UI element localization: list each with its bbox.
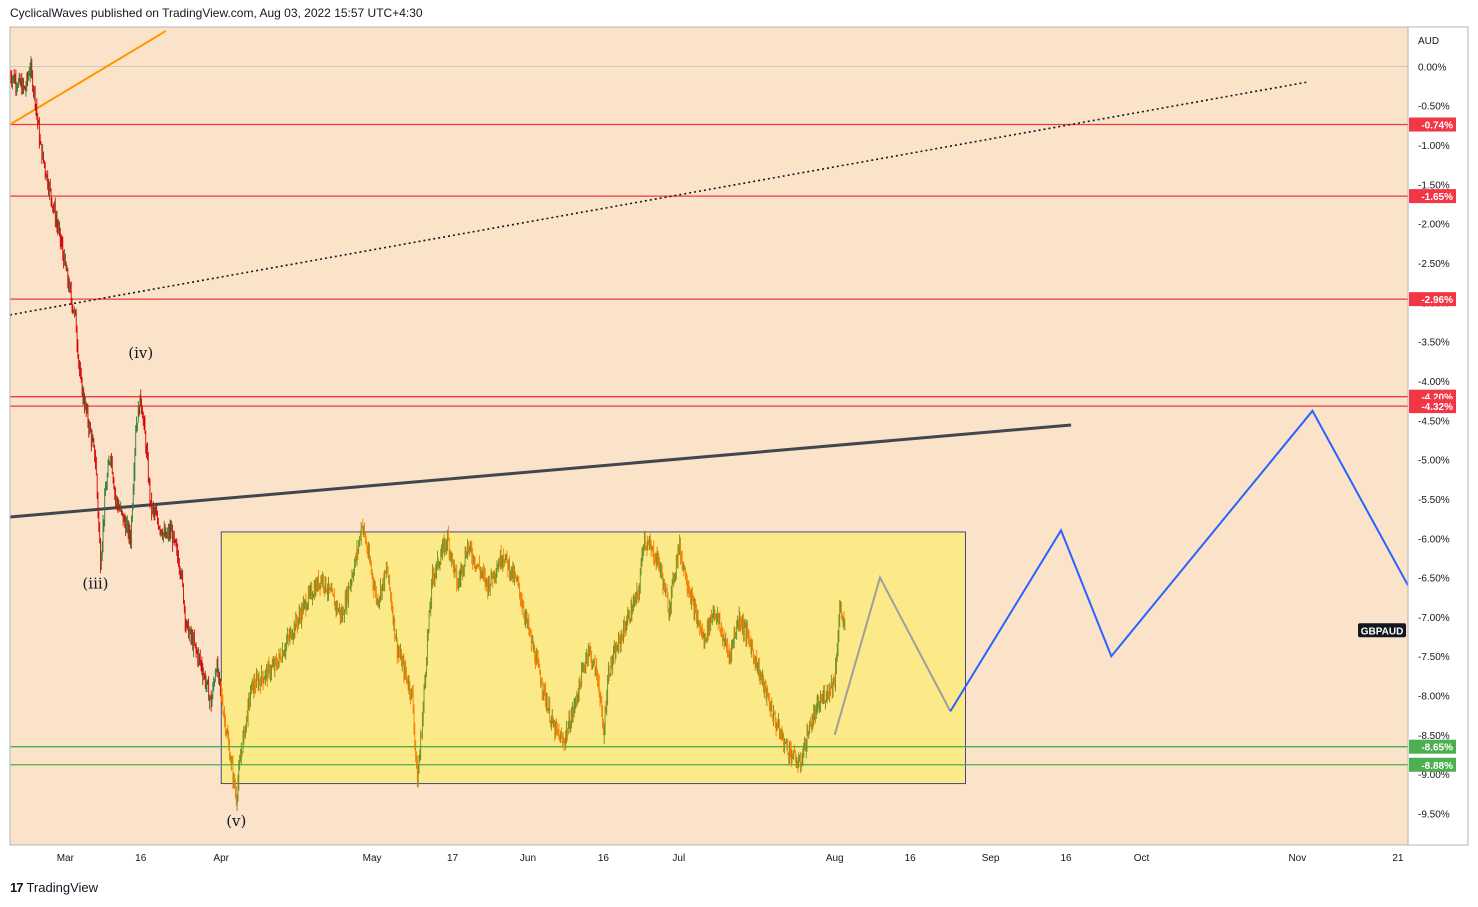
x-tick-label: 16 — [1060, 853, 1072, 864]
currency-label: AUD — [1418, 36, 1439, 47]
footer-brand: 17 TradingView — [10, 880, 98, 895]
y-tick-label: -7.00% — [1418, 613, 1450, 624]
level-badge-6 — [1409, 757, 1456, 772]
range-box — [220, 531, 966, 785]
level-badge-label-5: -8.65% — [1421, 743, 1453, 754]
x-tick-label: 17 — [447, 853, 459, 864]
wave-label-0: (iv) — [128, 344, 153, 362]
y-tick-label: -5.50% — [1418, 495, 1450, 506]
tradingview-logo-icon: 17 — [10, 880, 24, 895]
wave-label-1: (iii) — [82, 575, 108, 593]
level-badge-2 — [1409, 292, 1456, 307]
y-tick-label: -3.50% — [1418, 338, 1450, 349]
x-tick-label: 21 — [1392, 853, 1404, 864]
x-tick-label: Mar — [57, 853, 75, 864]
x-tick-label: Nov — [1288, 853, 1306, 864]
level-badge-0 — [1409, 117, 1456, 132]
y-tick-label: -0.50% — [1418, 102, 1450, 113]
level-badge-label-6: -8.88% — [1421, 761, 1453, 772]
axes-layer: AUD 0.00% -0.50% -1.00% -1.50% -2.00% -2.50% -3… — [9, 26, 1469, 864]
publish-header: CyclicalWaves published on TradingView.c… — [10, 6, 423, 20]
x-tick-label: Apr — [213, 853, 229, 864]
x-tick-label: Jul — [672, 853, 685, 864]
level-badge-label-3: -4.20% — [1421, 393, 1453, 404]
x-tick-label: 16 — [905, 853, 917, 864]
candles-layer — [9, 56, 846, 812]
chart-frame — [9, 26, 1469, 846]
y-tick-label: -5.00% — [1418, 456, 1450, 467]
x-tick-label: May — [363, 853, 382, 864]
level-badge-4 — [1409, 399, 1456, 414]
level-badge-label-1: -1.65% — [1421, 192, 1453, 203]
y-tick-label: -2.00% — [1418, 220, 1450, 231]
y-tick-label: -6.00% — [1418, 534, 1450, 545]
symbol-tag — [1358, 623, 1406, 638]
level-badge-5 — [1409, 739, 1456, 754]
x-tick-label: Sep — [982, 853, 1000, 864]
y-tick-label: -1.50% — [1418, 180, 1450, 191]
level-badge-1 — [1409, 189, 1456, 204]
y-tick-label: -8.00% — [1418, 692, 1450, 703]
horizontal-levels-layer — [10, 123, 1408, 766]
y-tick-label: -9.50% — [1418, 810, 1450, 821]
x-tick-label: Aug — [826, 853, 844, 864]
y-tick-label: -1.00% — [1418, 141, 1450, 152]
symbol-tag-label: GBPAUD — [1361, 626, 1404, 637]
trendline-dark — [9, 423, 1072, 519]
x-tick-label: Oct — [1134, 853, 1150, 864]
x-tick-label: 16 — [135, 853, 147, 864]
y-tick-label: -4.50% — [1418, 416, 1450, 427]
range-box-layer — [220, 531, 966, 785]
level-badge-label-2: -2.96% — [1421, 295, 1453, 306]
projection-blue-path — [949, 409, 1409, 712]
wave-label-2: (v) — [226, 812, 246, 830]
level-badge-label-0: -0.74% — [1421, 121, 1453, 132]
y-tick-label: -6.50% — [1418, 574, 1450, 585]
y-tick-label: -2.50% — [1418, 259, 1450, 270]
projection-layer — [833, 409, 1409, 736]
level-badge-label-4: -4.32% — [1421, 402, 1453, 413]
y-tick-label: -9.00% — [1418, 770, 1450, 781]
y-tick-label: -8.50% — [1418, 731, 1450, 742]
y-tick-label: 0.00% — [1418, 62, 1446, 73]
x-tick-label: Jun — [520, 853, 536, 864]
y-tick-label: -4.00% — [1418, 377, 1450, 388]
wave-labels-layer: (iv) (iii) (v) — [82, 344, 246, 830]
footer-brand-name: TradingView — [26, 880, 99, 895]
projection-grey-path — [833, 574, 952, 736]
y-tick-label: -7.50% — [1418, 652, 1450, 663]
x-tick-label: 16 — [598, 853, 610, 864]
